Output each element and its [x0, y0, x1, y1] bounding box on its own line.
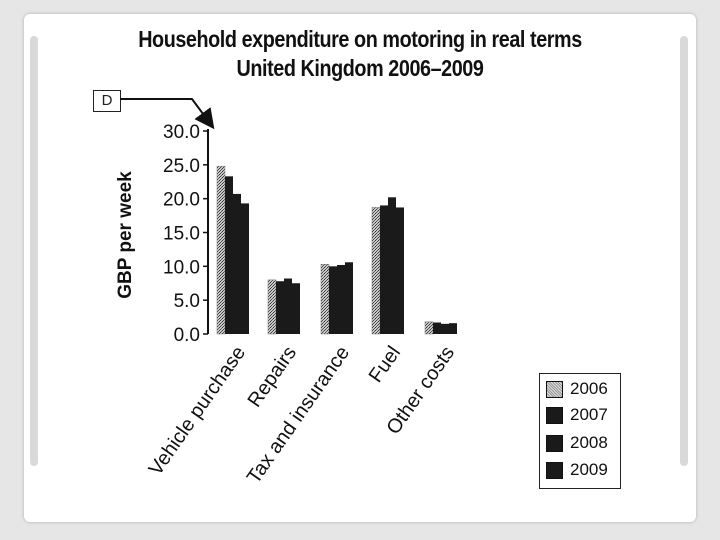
y-tick-label: 30.0	[163, 122, 200, 143]
x-category-label: Tax and insurance	[243, 342, 354, 488]
legend-item: 2009	[546, 459, 618, 481]
legend-label: 2007	[570, 405, 608, 424]
chart-legend: 2006 2007 2008 2009	[539, 373, 621, 489]
bar-2008-other-costs	[441, 323, 449, 334]
slide-edge-left	[30, 36, 38, 466]
chart-title: Household expenditure on motoring in rea…	[138, 26, 582, 52]
y-tick-label: 0.0	[174, 325, 200, 346]
bar-2008-fuel	[388, 197, 396, 334]
annotation-arrow	[120, 98, 215, 130]
y-tick-label: 20.0	[163, 190, 200, 211]
bar-2006-vehicle-purchase	[216, 165, 226, 335]
chart-subtitle: United Kingdom 2006–2009	[236, 55, 484, 81]
legend-label: 2009	[570, 460, 608, 479]
legend-label: 2008	[570, 433, 608, 452]
legend-swatch-2008	[546, 435, 563, 452]
bar-2007-vehicle-purchase	[225, 176, 233, 334]
legend-item: 2008	[546, 432, 618, 454]
bar-2009-tax-and-insurance	[345, 262, 353, 334]
x-category-label: Repairs	[244, 342, 302, 411]
bar-2009-fuel	[396, 207, 404, 334]
chart-title-block: Household expenditure on motoring in rea…	[40, 26, 680, 82]
legend-label: 2006	[570, 379, 608, 398]
bar-2007-repairs	[276, 281, 284, 334]
legend-swatch-2006	[546, 381, 563, 398]
bar-2006-tax-and-insurance	[320, 264, 330, 335]
legend-swatch-2007	[546, 407, 563, 424]
bar-2007-tax-and-insurance	[329, 266, 337, 334]
bar-2009-vehicle-purchase	[241, 203, 249, 334]
x-category-label: Fuel	[365, 342, 405, 386]
bar-2009-repairs	[292, 283, 300, 334]
legend-item: 2007	[546, 404, 618, 426]
bar-2007-other-costs	[433, 322, 441, 334]
bars-layer	[216, 165, 457, 335]
bar-2007-fuel	[380, 205, 388, 334]
legend-item: 2006	[546, 378, 618, 400]
slide-edge-right	[680, 36, 688, 466]
bar-2006-other-costs	[424, 321, 434, 335]
bar-2008-tax-and-insurance	[337, 264, 345, 334]
y-tick-label: 10.0	[163, 257, 200, 278]
y-tick-label: 5.0	[174, 291, 200, 312]
legend-swatch-2009	[546, 462, 563, 479]
annotation-box: D	[93, 90, 121, 112]
x-category-label: Vehicle purchase	[145, 342, 250, 479]
bar-2008-vehicle-purchase	[233, 193, 241, 334]
bar-2006-repairs	[267, 279, 277, 335]
bar-2008-repairs	[284, 278, 292, 334]
bar-2006-fuel	[371, 207, 381, 335]
y-tick-label: 15.0	[163, 224, 200, 245]
axis-layer: 0.0 5.0 10.0 15.0 20.0 25.0 30.0	[163, 122, 209, 346]
y-tick-label: 25.0	[163, 156, 200, 177]
bar-2009-other-costs	[449, 323, 457, 334]
